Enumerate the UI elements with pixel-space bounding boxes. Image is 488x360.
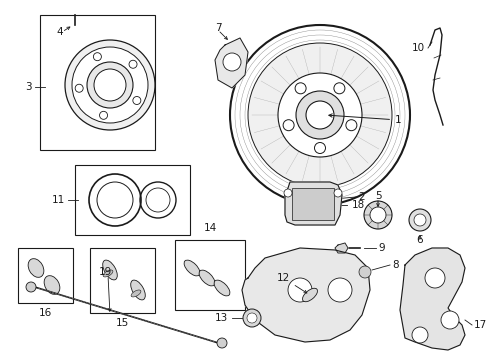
Circle shape [363, 201, 391, 229]
Circle shape [358, 266, 370, 278]
Text: 14: 14 [203, 223, 216, 233]
Polygon shape [317, 192, 331, 208]
Ellipse shape [103, 270, 113, 277]
Circle shape [278, 73, 361, 157]
Ellipse shape [44, 276, 60, 294]
Ellipse shape [199, 270, 214, 286]
Polygon shape [399, 248, 464, 350]
Ellipse shape [130, 280, 145, 300]
Text: 18: 18 [351, 200, 365, 210]
Circle shape [411, 327, 427, 343]
Circle shape [243, 309, 261, 327]
Polygon shape [285, 182, 341, 225]
Circle shape [424, 268, 444, 288]
Circle shape [26, 282, 36, 292]
Text: 4: 4 [57, 27, 63, 37]
Circle shape [295, 91, 343, 139]
Text: 19: 19 [98, 267, 111, 277]
Ellipse shape [183, 260, 200, 276]
Circle shape [75, 84, 83, 92]
Circle shape [72, 47, 148, 123]
Circle shape [333, 83, 344, 94]
Circle shape [223, 53, 241, 71]
Text: 11: 11 [51, 195, 64, 205]
Polygon shape [334, 243, 347, 253]
Text: 3: 3 [24, 82, 31, 92]
Bar [18, 248, 73, 303]
Circle shape [369, 207, 385, 223]
Bar [40, 15, 155, 150]
Circle shape [247, 43, 391, 187]
Text: 8: 8 [391, 260, 398, 270]
Bar [90, 248, 155, 313]
Bar [291, 188, 333, 220]
Text: 2: 2 [357, 192, 364, 202]
Circle shape [246, 313, 257, 323]
Text: 17: 17 [473, 320, 486, 330]
Circle shape [345, 120, 356, 131]
Ellipse shape [102, 260, 117, 280]
Circle shape [408, 209, 430, 231]
Circle shape [100, 111, 107, 119]
Circle shape [287, 278, 311, 302]
Polygon shape [215, 38, 247, 88]
Text: 10: 10 [410, 43, 424, 53]
Text: 13: 13 [214, 313, 227, 323]
Bar [175, 240, 244, 310]
Circle shape [94, 69, 126, 101]
Circle shape [284, 189, 291, 197]
Circle shape [217, 338, 226, 348]
Circle shape [327, 278, 351, 302]
Ellipse shape [131, 290, 141, 297]
Bar [75, 165, 190, 235]
Circle shape [93, 53, 101, 61]
Circle shape [129, 60, 137, 68]
Text: 1: 1 [328, 114, 401, 125]
Circle shape [294, 83, 305, 94]
Circle shape [229, 25, 409, 205]
Text: 9: 9 [377, 243, 384, 253]
Text: 16: 16 [38, 308, 52, 318]
Circle shape [314, 143, 325, 153]
Circle shape [65, 40, 155, 130]
Polygon shape [242, 248, 369, 342]
Ellipse shape [302, 288, 317, 302]
Text: 6: 6 [416, 235, 423, 245]
Circle shape [133, 96, 141, 104]
Circle shape [305, 101, 333, 129]
Circle shape [333, 189, 341, 197]
Text: 15: 15 [115, 318, 128, 328]
Circle shape [87, 62, 133, 108]
Text: 12: 12 [276, 273, 306, 293]
Ellipse shape [214, 280, 229, 296]
Ellipse shape [28, 258, 44, 277]
Circle shape [283, 120, 293, 131]
Circle shape [440, 311, 458, 329]
Circle shape [413, 214, 425, 226]
Text: 7: 7 [214, 23, 221, 33]
Text: 5: 5 [374, 191, 381, 201]
